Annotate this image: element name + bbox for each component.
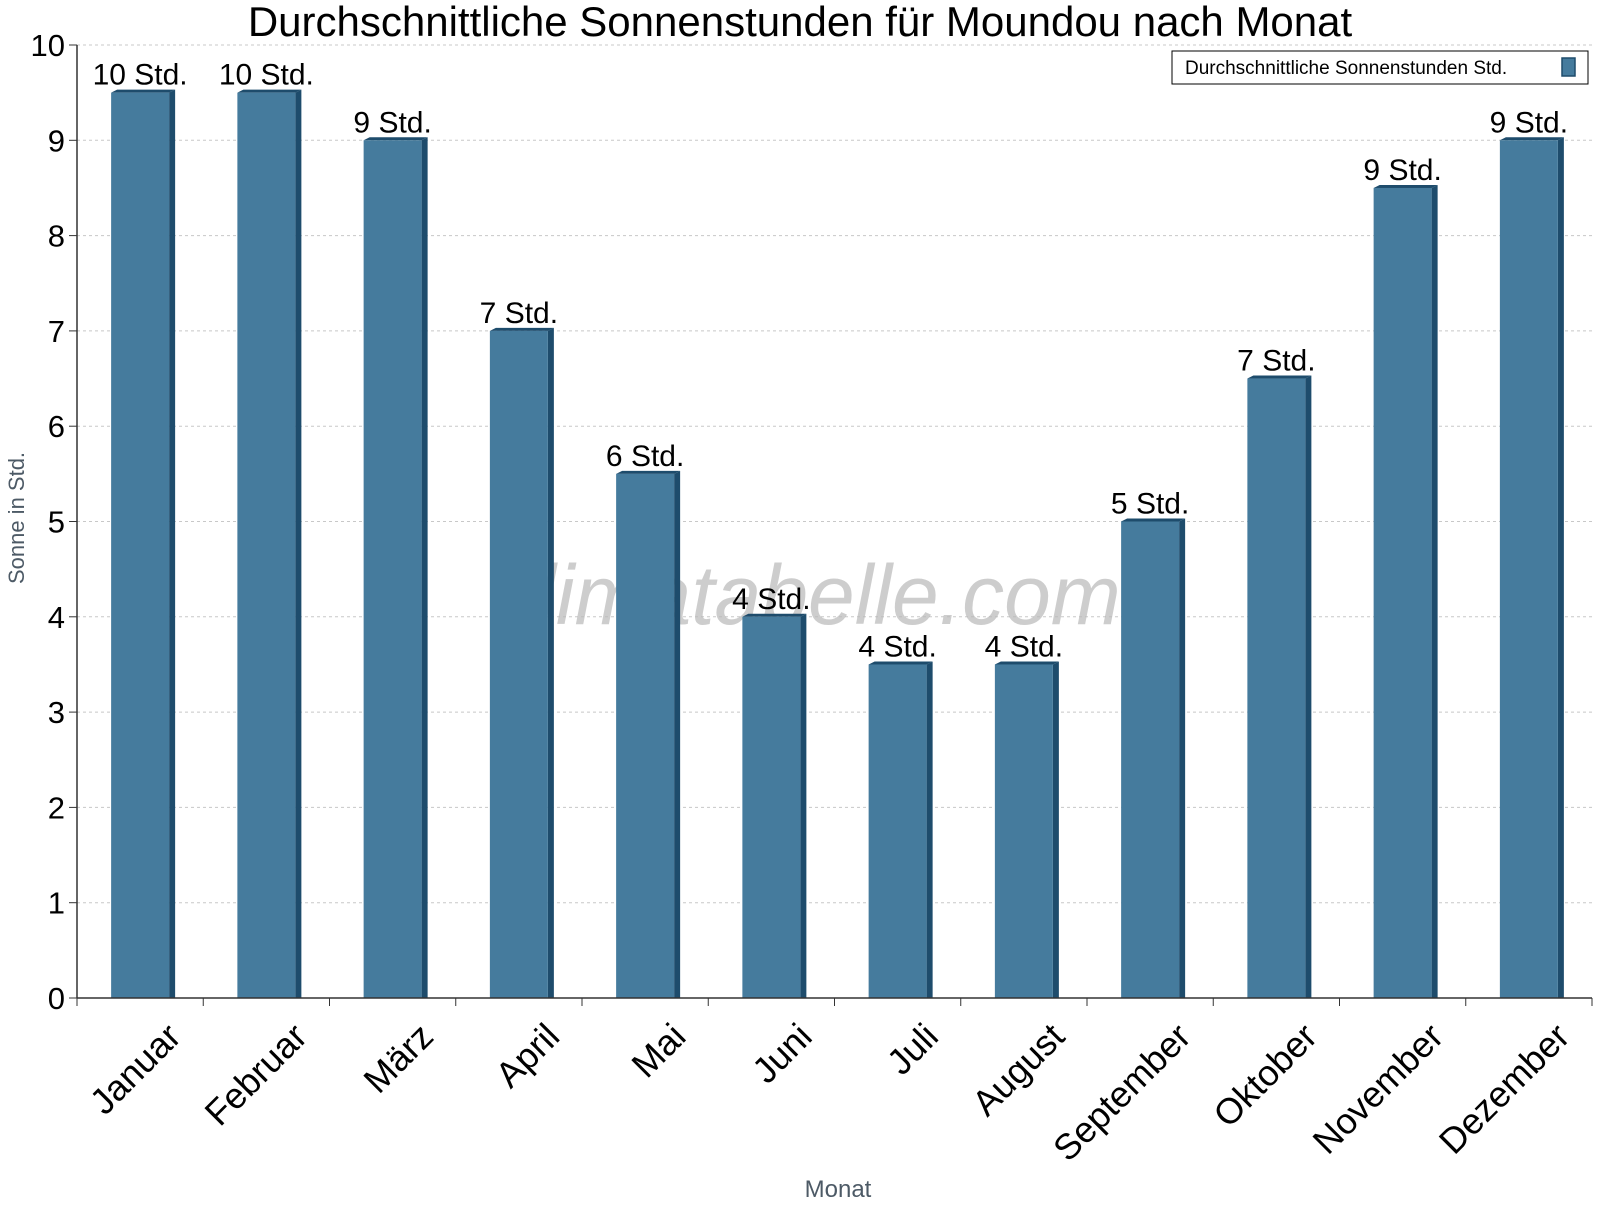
legend: Durchschnittliche Sonnenstunden Std. <box>1171 50 1589 85</box>
y-tick-label: 7 <box>48 314 65 349</box>
bar-value-label: 7 Std. <box>1237 345 1315 378</box>
bar-value-label: 9 Std. <box>1363 154 1441 187</box>
bar-group: 9 Std. <box>1363 154 1442 998</box>
bar-value-label: 5 Std. <box>1111 488 1189 521</box>
y-tick-label: 5 <box>48 505 65 540</box>
bar-group: 6 Std. <box>606 440 684 999</box>
bar-top <box>1373 184 1438 188</box>
y-tick-label: 10 <box>31 28 65 63</box>
bar-group: 7 Std. <box>480 297 558 998</box>
y-tick-label: 1 <box>48 886 65 921</box>
y-tick-label: 6 <box>48 409 65 444</box>
bar-side <box>926 661 933 998</box>
bar-top <box>489 327 554 331</box>
bar <box>616 473 675 999</box>
bar <box>489 330 548 998</box>
y-tick-label: 9 <box>48 123 65 158</box>
x-tick-label: Oktober <box>1205 1015 1325 1135</box>
grid-lines <box>77 44 1592 904</box>
bar <box>742 616 801 998</box>
bar-group: 7 Std. <box>1237 345 1316 998</box>
bar-value-label: 4 Std. <box>732 583 810 616</box>
bar-group: 4 Std. <box>985 630 1063 998</box>
bar-group: 10 Std. <box>219 59 314 998</box>
bar-side <box>1052 661 1059 998</box>
bar-value-label: 10 Std. <box>93 59 188 92</box>
bar-top <box>616 470 681 474</box>
bar <box>363 140 422 999</box>
x-tick-label: Februar <box>197 1015 315 1133</box>
y-axis-label: Sonne in Std. <box>4 452 29 584</box>
x-tick-label: November <box>1305 1015 1451 1161</box>
bar <box>1373 187 1432 998</box>
bar-top <box>868 661 933 665</box>
bar <box>111 92 170 998</box>
bar-group: 4 Std. <box>732 583 811 998</box>
bar-value-label: 6 Std. <box>606 440 684 473</box>
bar-top <box>237 89 302 93</box>
bar <box>868 664 927 998</box>
x-axis-label: Monat <box>805 1176 872 1200</box>
bar <box>1499 140 1558 999</box>
x-tick-label: Dezember <box>1431 1015 1577 1161</box>
bar-value-label: 9 Std. <box>353 106 431 139</box>
x-tick-label: Januar <box>82 1015 189 1122</box>
y-tick-label: 8 <box>48 219 65 254</box>
bar-top <box>1247 375 1312 379</box>
x-tick-label: März <box>355 1015 441 1101</box>
bar <box>1247 378 1306 998</box>
bar-top <box>994 661 1059 665</box>
bar-group: 4 Std. <box>858 630 937 998</box>
bar-side <box>169 89 176 998</box>
legend-swatch <box>1561 57 1576 77</box>
bar-side <box>1557 137 1564 999</box>
bar-top <box>1121 518 1186 522</box>
bar-side <box>547 327 554 998</box>
x-tick-label: September <box>1045 1015 1199 1169</box>
bar-top <box>1499 137 1564 141</box>
y-tick-label: 2 <box>48 790 65 825</box>
bar-side <box>295 89 302 998</box>
x-tick-label: Juni <box>744 1015 820 1091</box>
bars: 10 Std. 10 Std. 9 Std. 7 Std. 6 Std. 4 Std. 4 … <box>93 59 1568 999</box>
bar-side <box>800 613 807 998</box>
bar-value-label: 4 Std. <box>858 630 936 663</box>
bar-side <box>1179 518 1186 998</box>
legend-label: Durchschnittliche Sonnenstunden Std. <box>1185 58 1507 79</box>
bar-side <box>1431 184 1438 998</box>
y-tick-label: 4 <box>48 600 65 635</box>
bar-side <box>1305 375 1312 998</box>
bar <box>1121 521 1180 998</box>
bar <box>994 664 1053 998</box>
bar-side <box>674 470 681 999</box>
watermark: klimatabelle.com <box>495 548 1121 642</box>
bar-value-label: 9 Std. <box>1490 106 1568 139</box>
bar-top <box>742 613 807 617</box>
bar-value-label: 10 Std. <box>219 59 314 92</box>
bar-value-label: 4 Std. <box>985 630 1063 663</box>
bar-group: 9 Std. <box>1490 106 1568 999</box>
bar-group: 9 Std. <box>353 106 432 999</box>
bar-value-label: 7 Std. <box>480 297 558 330</box>
bar-group: 5 Std. <box>1111 488 1189 998</box>
bar-top <box>111 89 176 93</box>
x-tick-label: Juli <box>879 1015 946 1082</box>
bar-side <box>421 137 428 999</box>
x-tick-label: August <box>964 1015 1072 1123</box>
x-tick-label: April <box>487 1015 567 1095</box>
chart-title: Durchschnittliche Sonnenstunden für Moun… <box>248 0 1353 45</box>
y-tick-label: 3 <box>48 695 65 730</box>
bar <box>237 92 296 998</box>
bar-group: 10 Std. <box>93 59 188 998</box>
legend-box <box>1171 50 1589 85</box>
y-tick-label: 0 <box>48 981 65 1016</box>
bar-top <box>363 137 428 141</box>
x-tick-label: Mai <box>623 1015 693 1085</box>
